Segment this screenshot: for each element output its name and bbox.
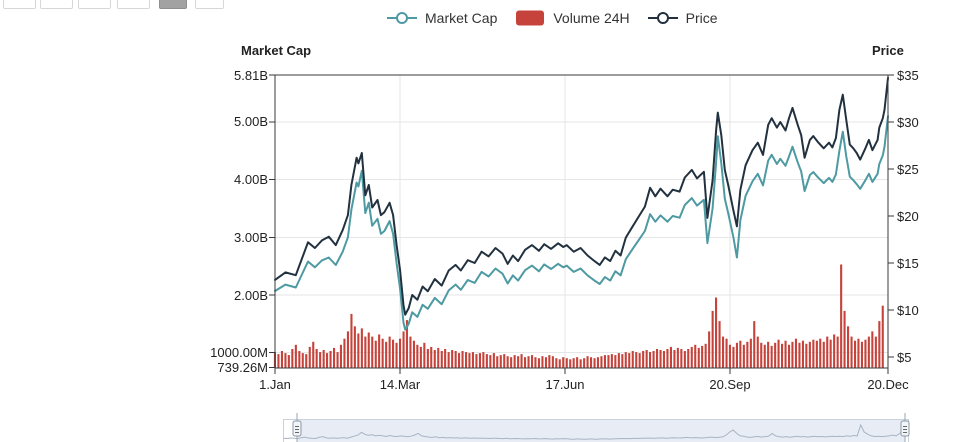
navigator bbox=[283, 413, 910, 442]
navigator-left-handle[interactable] bbox=[292, 413, 302, 442]
price-legend-marker bbox=[647, 12, 678, 24]
legend-label-volume: Volume 24H bbox=[553, 10, 630, 26]
market-cap-line-series bbox=[274, 115, 889, 331]
volume-legend-marker bbox=[516, 10, 545, 26]
right-axis-title: Price bbox=[872, 43, 904, 58]
navigator-sparkline bbox=[283, 423, 904, 440]
chart-legend: Market Cap Volume 24H Price bbox=[387, 9, 718, 27]
volume-bars-series bbox=[273, 264, 884, 368]
price-line-series bbox=[274, 76, 889, 316]
range-button-5[interactable] bbox=[159, 0, 187, 9]
legend-label-market-cap: Market Cap bbox=[425, 10, 498, 26]
navigator-right-handle[interactable] bbox=[900, 413, 910, 442]
range-button-6[interactable] bbox=[195, 0, 224, 9]
range-button-4[interactable] bbox=[117, 0, 150, 9]
left-axis-title: Market Cap bbox=[241, 43, 312, 58]
axes bbox=[269, 74, 894, 374]
legend-item-price[interactable]: Price bbox=[647, 9, 718, 27]
range-button-2[interactable] bbox=[40, 0, 73, 9]
legend-label-price: Price bbox=[685, 10, 718, 26]
legend-item-volume[interactable]: Volume 24H bbox=[515, 9, 630, 27]
legend-item-market-cap[interactable]: Market Cap bbox=[387, 9, 497, 27]
market-cap-legend-marker bbox=[387, 12, 417, 24]
range-button-3[interactable] bbox=[78, 0, 111, 9]
range-button-1[interactable] bbox=[3, 0, 36, 9]
